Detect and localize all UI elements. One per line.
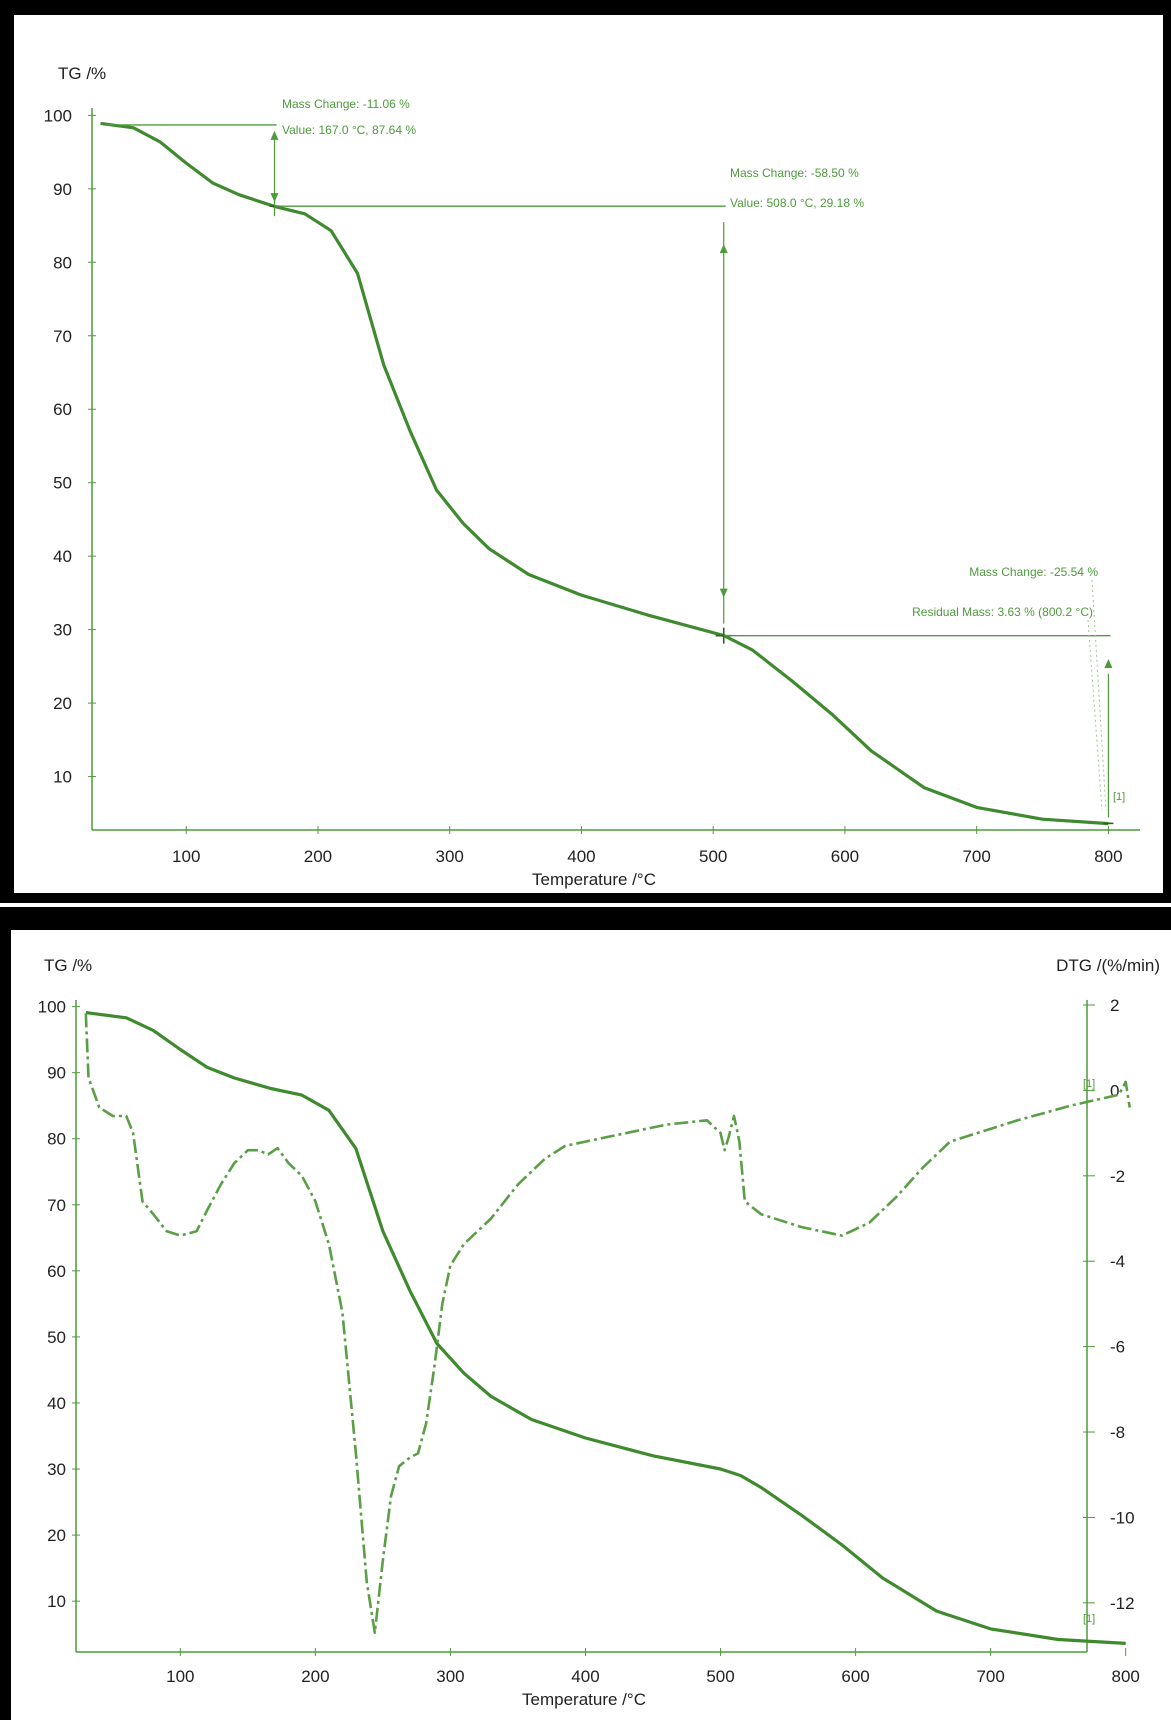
tg-dtg-chart-y2-tick-label: -4 [1110,1252,1125,1271]
dtg-index-label-top: [1] [1083,1078,1095,1090]
tg-chart-y-tick-label: 20 [53,694,72,713]
tg-dtg-chart-x-tick-label: 100 [166,1667,194,1686]
step2-mass-change-label: Mass Change: -58.50 % [730,166,859,180]
tg-dtg-chart-y-tick-label: 30 [47,1460,66,1479]
step2-value-label: Value: 508.0 °C, 29.18 % [730,196,864,210]
tg-dtg-chart-x-tick-label: 500 [706,1667,734,1686]
tg-dtg-chart-y2label: DTG /(%/min) [1056,956,1160,975]
tg-dtg-chart-y2-tick-label: 0 [1110,1081,1119,1100]
step3-residual-label: Residual Mass: 3.63 % (800.2 °C) [912,605,1093,619]
tg-dtg-chart-y-tick-label: 100 [38,998,66,1017]
tg-dtg-chart-x-tick-label: 800 [1112,1667,1140,1686]
tg-chart-y-tick-label: 80 [53,253,72,272]
tg-chart-ylabel: TG /% [58,64,106,83]
tg-chart-x-tick-label: 400 [567,847,595,866]
tg-dtg-chart-ylabel: TG /% [44,956,92,975]
step2-arrow-head-up [719,244,728,254]
tg-dtg-chart-y-tick-label: 60 [47,1262,66,1281]
step1-value-label: Value: 167.0 °C, 87.64 % [282,123,416,137]
tg-dtg-chart-y2-tick-label: -12 [1110,1594,1135,1613]
tg-chart-y-tick-label: 90 [53,180,72,199]
tg-dtg-chart-y2-tick-label: -6 [1110,1338,1125,1357]
tg-curve [100,121,1109,826]
tg-dtg-chart-x-tick-label: 400 [571,1667,599,1686]
step3-leader-line-2 [1087,619,1103,811]
tg-dtg-chart-panel [11,930,1171,1720]
tg-chart-y-tick-label: 10 [53,768,72,787]
tg-chart-x-tick-label: 100 [172,847,200,866]
tg-chart-x-tick-label: 300 [436,847,464,866]
tg-curve-2 [85,1011,1126,1645]
step2-arrow-head-down [719,588,728,598]
tg-chart-y-tick-label: 40 [53,547,72,566]
tg-dtg-chart-y2-tick-label: 2 [1110,996,1119,1015]
tg-dtg-chart-x-tick-label: 200 [301,1667,329,1686]
tg-dtg-chart-y2-tick-label: -10 [1110,1508,1135,1527]
tg-chart-x-tick-label: 600 [831,847,859,866]
step1-mass-change-label: Mass Change: -11.06 % [282,97,410,111]
tg-dtg-chart-y-tick-label: 90 [47,1064,66,1083]
tg-chart-y-tick-label: 50 [53,474,72,493]
tg-dtg-chart-y2-tick-label: -2 [1110,1167,1125,1186]
tg-chart-panel [14,15,1163,893]
tg-chart-y-tick-label: 100 [44,106,72,125]
step3-mass-change-label: Mass Change: -25.54 % [969,565,1098,579]
tg-dtg-chart-y-tick-label: 20 [47,1526,66,1545]
tg-chart-y-tick-label: 70 [53,327,72,346]
tg-chart-x-tick-label: 200 [304,847,332,866]
step3-arrow-head-up [1104,659,1113,669]
tg-dtg-chart-y-tick-label: 80 [47,1130,66,1149]
tg-dtg-chart-x-tick-label: 600 [841,1667,869,1686]
tg-chart-x-tick-label: 700 [962,847,990,866]
tg-dtg-chart-x-tick-label: 300 [436,1667,464,1686]
tg-chart-y-tick-label: 30 [53,621,72,640]
step1-arrow-head-up [270,130,279,140]
tg-dtg-chart-y-tick-label: 10 [47,1592,66,1611]
tg-index-label-bottom: [1] [1083,1613,1095,1625]
step1-arrow-head-down [270,193,279,203]
tg-dtg-chart-y-tick-label: 70 [47,1196,66,1215]
tg-dtg-chart-xlabel: Temperature /°C [522,1690,646,1709]
tg-dtg-chart-y-tick-label: 40 [47,1394,66,1413]
tg-dtg-chart-y-tick-label: 50 [47,1328,66,1347]
tg-chart-x-tick-label: 800 [1094,847,1122,866]
tg-chart-y-tick-label: 60 [53,400,72,419]
tg-chart-x-tick-label: 500 [699,847,727,866]
tg-dtg-chart-y2-tick-label: -8 [1110,1423,1125,1442]
tg-dtg-chart-x-tick-label: 700 [976,1667,1004,1686]
tg-chart: TG /% Temperature /°C Mass Change: -11.0… [44,64,1140,889]
tg-chart-xlabel: Temperature /°C [532,870,656,889]
dtg-curve [84,1013,1131,1634]
step3-index-label: [1] [1113,791,1125,803]
step3-leader-line-1 [1091,579,1107,811]
